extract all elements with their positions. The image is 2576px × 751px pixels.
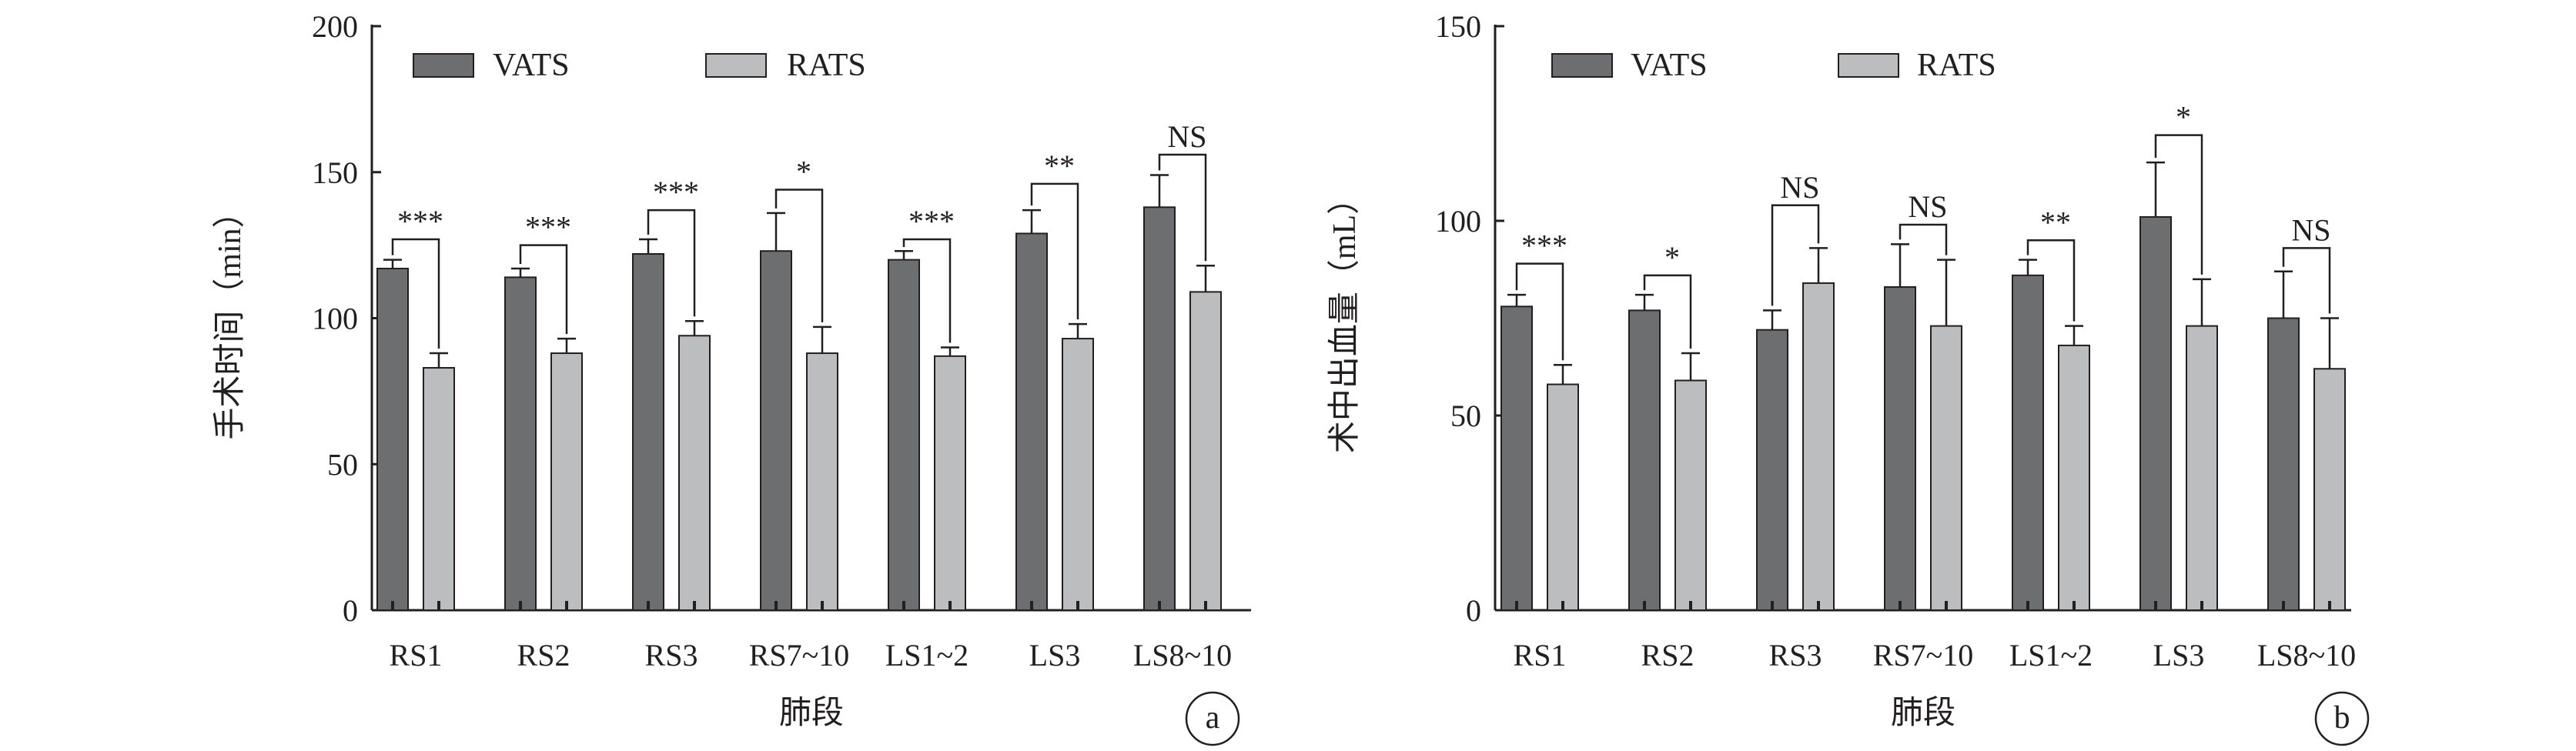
significance-bracket (647, 209, 696, 317)
x-tick-label: LS3 (1029, 638, 1081, 673)
x-tick-label: LS8~10 (1133, 638, 1232, 673)
legend-swatch-vats (413, 53, 474, 78)
significance-bracket (1771, 204, 1820, 306)
significance-bracket (902, 238, 952, 343)
x-tick-label: LS1~2 (2009, 638, 2093, 673)
x-axis-label: 肺段 (1891, 696, 1955, 731)
significance-bracket (1899, 223, 1948, 255)
panel-letter: b (2334, 700, 2350, 736)
bar-rats (806, 352, 838, 611)
bar-rats (2313, 368, 2346, 611)
x-tick-label: LS8~10 (2257, 638, 2356, 673)
x-tick-label: RS7~10 (1873, 638, 1974, 673)
panel-letter: a (1206, 700, 1220, 736)
x-axis-label: 肺段 (779, 696, 844, 731)
bar-rats (934, 355, 966, 611)
legend-swatch-rats (1838, 53, 1899, 78)
y-tick-label: 100 (1435, 204, 1481, 239)
y-tick-label: 150 (312, 155, 358, 190)
bar-vats (376, 267, 409, 611)
legend-swatch-rats (705, 53, 767, 78)
x-tick-label: LS3 (2153, 638, 2205, 673)
significance-bracket (1158, 153, 1207, 262)
y-tick-label: 150 (1435, 9, 1481, 44)
bar-rats (1189, 291, 1222, 611)
significance-label: *** (908, 204, 955, 239)
significance-label: NS (1908, 189, 1947, 224)
panel-b: 050100150术中出血量（mL）肺段***RS1*RS2NSRS3NSRS7… (1327, 9, 2370, 746)
x-tick-label: RS3 (1769, 638, 1822, 673)
bar-vats (1628, 309, 1661, 611)
bar-rats (1674, 379, 1707, 611)
y-tick-label: 100 (312, 302, 358, 336)
x-tick-label: RS2 (517, 638, 570, 673)
legend-label-vats: VATS (1631, 48, 1708, 83)
bar-rats (2186, 325, 2218, 611)
y-tick-label: 50 (1450, 399, 1481, 433)
significance-bracket (2026, 239, 2076, 322)
bar-vats (888, 259, 920, 611)
significance-bracket (2282, 247, 2331, 314)
legend-label-rats: RATS (1917, 48, 1996, 83)
significance-bracket (391, 238, 440, 349)
significance-label: ** (1044, 149, 1075, 183)
significance-bracket (1515, 262, 1564, 361)
significance-label: * (2176, 100, 2191, 135)
significance-label: *** (525, 210, 571, 245)
panel-a: 050100150200手术时间（min）肺段***RS1***RS2***RS… (212, 9, 1251, 746)
bar-vats (760, 250, 792, 611)
bar-vats (2139, 215, 2172, 611)
legend-swatch-vats (1551, 53, 1613, 78)
x-tick-label: RS1 (390, 638, 443, 673)
significance-label: *** (653, 175, 699, 209)
significance-label: *** (397, 204, 443, 239)
significance-label: NS (1780, 170, 1819, 205)
significance-label: NS (2291, 212, 2330, 247)
bar-vats (2267, 317, 2300, 611)
y-tick-label: 0 (343, 593, 358, 628)
significance-bracket (2154, 134, 2203, 275)
significance-label: NS (1167, 119, 1206, 154)
bar-rats (1062, 338, 1094, 611)
significance-label: *** (1521, 229, 1567, 263)
bar-vats (2012, 274, 2044, 611)
x-tick-label: RS1 (1514, 638, 1567, 673)
significance-bracket (1643, 274, 1692, 349)
significance-bracket (774, 189, 824, 322)
y-tick-label: 0 (1466, 593, 1481, 628)
y-tick-label: 200 (312, 9, 358, 44)
legend-label-vats: VATS (493, 48, 570, 83)
bar-rats (1802, 282, 1835, 611)
significance-bracket (1030, 182, 1079, 320)
significance-label: * (1664, 240, 1680, 275)
bar-rats (423, 367, 455, 611)
bar-vats (1500, 305, 1533, 611)
x-tick-label: LS1~2 (885, 638, 969, 673)
bar-rats (1930, 325, 1962, 611)
bar-vats (1884, 286, 1916, 611)
significance-label: * (796, 155, 811, 189)
bar-vats (504, 276, 537, 611)
bar-rats (1547, 383, 1579, 611)
panel-letter-circle (1185, 691, 1240, 746)
y-axis-label: 术中出血量（mL） (1327, 182, 1363, 453)
x-tick-label: RS2 (1641, 638, 1694, 673)
y-tick-label: 50 (327, 447, 358, 482)
bar-vats (632, 253, 664, 611)
x-tick-label: RS7~10 (749, 638, 850, 673)
bar-vats (1143, 206, 1176, 612)
significance-label: ** (2040, 205, 2071, 239)
bar-vats (1756, 329, 1788, 611)
bar-vats (1015, 232, 1048, 611)
bar-rats (2058, 344, 2090, 611)
legend-label-rats: RATS (787, 48, 866, 83)
bar-rats (550, 352, 583, 611)
x-tick-label: RS3 (645, 638, 698, 673)
significance-bracket (519, 244, 568, 335)
panel-letter-circle (2314, 691, 2370, 746)
y-axis-label: 手术时间（min） (212, 195, 248, 439)
bar-rats (678, 335, 711, 611)
